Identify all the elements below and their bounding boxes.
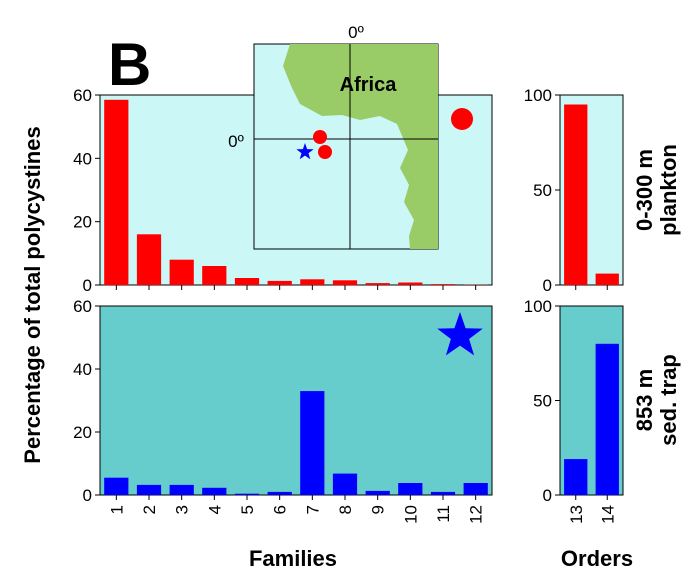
map-africa-label: Africa [340, 74, 398, 96]
y-tick-label-families-plankton-40: 40 [73, 149, 92, 168]
y-tick-label-families-plankton-0: 0 [83, 276, 92, 295]
bar-families-trap-1 [104, 477, 129, 495]
bar-families-plankton-10 [398, 282, 423, 285]
plankton-marker-circle [451, 108, 473, 130]
map-land-africa [283, 44, 438, 249]
x-tick-label-2: 2 [140, 505, 159, 514]
bar-orders-trap-14 [595, 343, 619, 495]
x-tick-label-14: 14 [598, 505, 617, 524]
bar-families-plankton-9 [365, 283, 390, 285]
x-axis-label-families: Families [249, 546, 337, 571]
map-plankton-site-1 [313, 130, 327, 144]
x-tick-label-13: 13 [567, 505, 586, 524]
bar-orders-plankton-14 [595, 273, 619, 285]
bar-families-trap-12 [463, 483, 488, 495]
bar-families-trap-11 [430, 491, 456, 495]
bar-families-trap-9 [365, 490, 390, 495]
bar-orders-trap-13 [564, 459, 588, 495]
trap-label-depth: 853 m [632, 369, 657, 431]
x-tick-label-1: 1 [107, 505, 126, 514]
bar-families-plankton-7 [300, 279, 325, 285]
y-tick-label-families-trap-40: 40 [73, 360, 92, 379]
y-tick-label-orders-plankton-0: 0 [543, 276, 552, 295]
bar-families-plankton-1 [104, 99, 129, 286]
trap-label-type: sed. trap [656, 354, 681, 446]
bar-families-plankton-2 [136, 234, 162, 285]
bar-families-trap-2 [136, 484, 162, 495]
bar-families-trap-3 [169, 484, 194, 495]
y-tick-label-orders-plankton-100: 100 [524, 86, 552, 105]
x-tick-label-8: 8 [336, 505, 355, 514]
x-tick-label-6: 6 [271, 505, 290, 514]
x-tick-label-12: 12 [467, 505, 486, 524]
map-lon-label: 0º [228, 132, 244, 151]
y-tick-label-orders-trap-0: 0 [543, 486, 552, 505]
map-trap-star [296, 143, 314, 160]
map-lat-label: 0º [348, 23, 364, 42]
x-axis-label-orders: Orders [561, 546, 633, 571]
x-tick-label-11: 11 [434, 505, 453, 523]
y-tick-label-families-trap-0: 0 [83, 486, 92, 505]
y-tick-label-orders-plankton-50: 50 [533, 181, 552, 200]
bar-families-trap-10 [398, 483, 423, 495]
y-tick-label-families-trap-20: 20 [73, 423, 92, 442]
trap-marker-star [437, 312, 483, 356]
y-tick-label-orders-trap-50: 50 [533, 392, 552, 411]
x-tick-label-3: 3 [173, 505, 192, 514]
bar-families-plankton-4 [202, 266, 227, 285]
y-tick-label-orders-trap-100: 100 [524, 297, 552, 316]
bar-families-plankton-5 [234, 278, 260, 285]
y-axis-label: Percentage of total polycystines [20, 126, 45, 463]
plankton-label-type: plankton [656, 144, 681, 236]
map-plankton-site-2 [318, 145, 332, 159]
plankton-label-depth: 0-300 m [632, 149, 657, 231]
x-tick-label-7: 7 [303, 505, 322, 514]
bar-families-plankton-6 [267, 280, 292, 285]
y-tick-label-families-trap-60: 60 [73, 297, 92, 316]
bar-families-trap-7 [300, 391, 325, 495]
x-tick-label-10: 10 [401, 505, 420, 524]
x-tick-label-5: 5 [238, 505, 257, 514]
inset-map: Africa 0º 0º [228, 23, 439, 250]
bar-families-plankton-11 [430, 284, 456, 285]
x-tick-label-4: 4 [205, 505, 224, 514]
x-tick-label-9: 9 [369, 505, 388, 514]
bar-families-trap-5 [234, 493, 260, 495]
y-tick-label-families-plankton-60: 60 [73, 86, 92, 105]
bar-orders-plankton-13 [564, 104, 588, 285]
panel-letter: B [108, 31, 151, 98]
bar-families-plankton-3 [169, 259, 194, 285]
plot-families-trap-bg [99, 305, 493, 496]
bar-families-trap-6 [267, 491, 292, 495]
bar-families-trap-4 [202, 487, 227, 495]
bar-families-plankton-8 [332, 280, 358, 286]
y-tick-label-families-plankton-20: 20 [73, 213, 92, 232]
bar-families-trap-8 [332, 473, 358, 495]
